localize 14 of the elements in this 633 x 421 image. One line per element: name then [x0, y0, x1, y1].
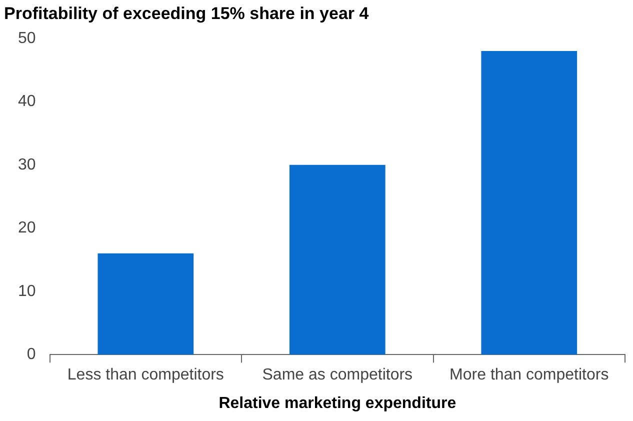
x-tick-label: Less than competitors	[67, 366, 224, 384]
x-tick-label: More than competitors	[450, 366, 609, 384]
y-tick-label: 0	[26, 346, 36, 364]
y-tick-label: 10	[18, 282, 36, 300]
y-tick-label: 30	[18, 156, 36, 174]
x-axis-title: Relative marketing expenditure	[218, 394, 456, 412]
x-tick-label: Same as competitors	[262, 366, 413, 384]
bar	[481, 51, 578, 355]
y-tick-label: 40	[18, 93, 36, 110]
y-tick-label: 50	[18, 30, 36, 47]
bar	[98, 253, 194, 355]
bar	[289, 164, 386, 355]
chart-title: Profitability of exceeding 15% share in year 4	[4, 4, 370, 23]
y-tick-label: 20	[18, 220, 36, 237]
